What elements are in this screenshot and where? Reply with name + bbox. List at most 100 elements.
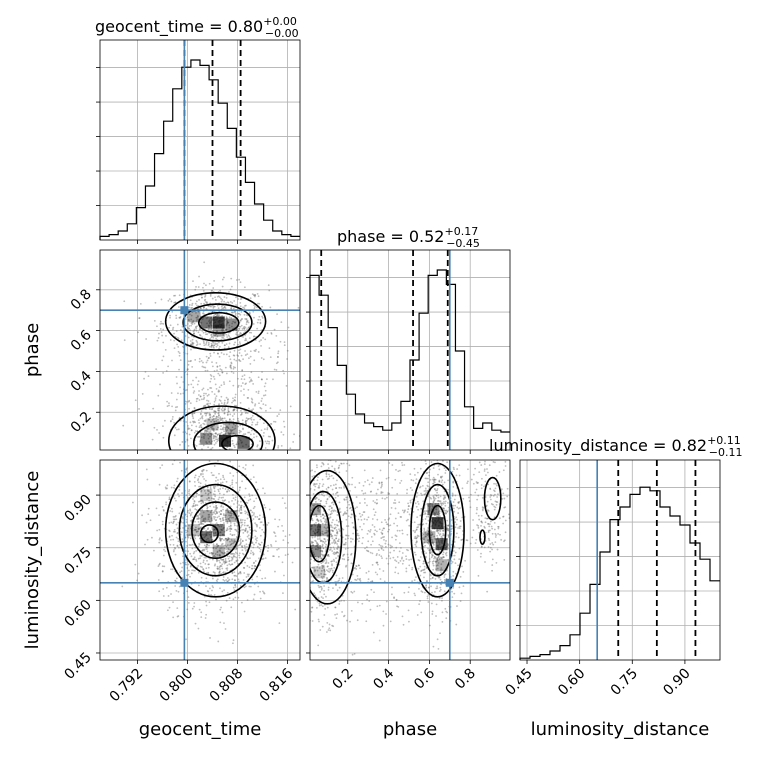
- sample-point: [234, 579, 236, 582]
- sample-point: [197, 500, 200, 503]
- sample-point: [223, 622, 225, 625]
- sample-point: [205, 430, 208, 432]
- sample-point: [336, 540, 339, 542]
- sample-point: [420, 492, 422, 495]
- sample-point: [452, 481, 455, 484]
- sample-point: [381, 483, 383, 486]
- sample-point: [465, 539, 468, 542]
- sample-point: [245, 321, 248, 324]
- sample-point: [232, 494, 234, 496]
- sample-point: [234, 518, 237, 521]
- sample-point: [177, 392, 179, 395]
- sample-point: [225, 297, 228, 299]
- sample-point: [231, 571, 234, 574]
- sample-point: [229, 511, 232, 514]
- sample-point: [436, 558, 439, 561]
- panel-phase-vs-geocent_time: [100, 250, 300, 450]
- sample-point: [264, 440, 267, 443]
- sample-point: [215, 522, 218, 525]
- sample-point: [325, 569, 328, 572]
- sample-point: [191, 412, 194, 415]
- sample-point: [234, 399, 237, 402]
- sample-point: [453, 541, 456, 543]
- sample-point: [208, 431, 211, 434]
- sample-point: [260, 541, 263, 544]
- sample-point: [202, 286, 204, 289]
- sample-point: [245, 422, 247, 425]
- sample-point: [370, 490, 373, 493]
- sample-point: [446, 510, 449, 513]
- sample-point: [238, 358, 240, 361]
- sample-point: [204, 298, 207, 301]
- sample-point: [425, 533, 428, 536]
- sample-point: [221, 285, 224, 288]
- sample-point: [243, 327, 246, 330]
- sample-point: [239, 538, 242, 541]
- sample-point: [229, 288, 232, 291]
- sample-point: [216, 438, 219, 441]
- sample-point: [185, 458, 187, 460]
- contour: [192, 421, 264, 450]
- sample-point: [240, 512, 243, 514]
- sample-point: [283, 425, 286, 428]
- sample-point: [232, 400, 235, 402]
- sample-point: [240, 524, 243, 527]
- sample-point: [190, 348, 192, 351]
- sample-point: [223, 539, 225, 541]
- sample-point: [318, 602, 321, 605]
- sample-point: [217, 498, 220, 501]
- sample-point: [234, 321, 236, 324]
- sample-point: [217, 313, 219, 316]
- sample-point: [317, 476, 319, 479]
- sample-point: [229, 525, 232, 528]
- sample-point: [232, 366, 235, 368]
- sample-point: [317, 519, 320, 522]
- sample-point: [163, 548, 165, 551]
- sample-point: [345, 564, 348, 567]
- sample-point: [337, 545, 339, 548]
- sample-point: [225, 529, 228, 531]
- sample-point: [168, 326, 170, 329]
- sample-point: [192, 505, 195, 508]
- sample-point: [277, 352, 280, 355]
- sample-point: [216, 578, 219, 581]
- sample-point: [200, 359, 203, 362]
- sample-point: [347, 515, 350, 518]
- sample-point: [317, 556, 320, 559]
- sample-point: [327, 562, 330, 564]
- sample-point: [247, 397, 250, 399]
- sample-point: [332, 510, 335, 513]
- sample-point: [452, 586, 455, 589]
- sample-point: [315, 464, 318, 467]
- sample-point: [356, 534, 359, 537]
- sample-point: [187, 536, 190, 539]
- sample-point: [222, 552, 225, 555]
- sample-point: [231, 499, 233, 502]
- sample-point: [207, 344, 210, 347]
- sample-point: [245, 511, 248, 514]
- sample-point: [332, 493, 335, 495]
- sample-point: [355, 568, 358, 570]
- sample-point: [211, 407, 214, 410]
- sample-point: [322, 547, 325, 550]
- sample-point: [236, 443, 238, 445]
- sample-point: [311, 566, 314, 569]
- sample-point: [338, 577, 341, 580]
- sample-point: [316, 544, 318, 546]
- sample-point: [267, 284, 270, 287]
- sample-point: [214, 435, 217, 438]
- sample-point: [426, 510, 429, 513]
- sample-point: [442, 551, 445, 554]
- sample-point: [332, 552, 335, 555]
- sample-point: [259, 521, 262, 524]
- sample-point: [337, 554, 340, 557]
- sample-point: [249, 350, 252, 353]
- sample-point: [174, 515, 177, 517]
- sample-point: [228, 326, 231, 329]
- sample-point: [233, 446, 236, 449]
- sample-point: [216, 304, 219, 307]
- sample-point: [328, 517, 331, 519]
- sample-point: [343, 543, 346, 546]
- sample-point: [220, 543, 223, 546]
- sample-point: [414, 482, 417, 485]
